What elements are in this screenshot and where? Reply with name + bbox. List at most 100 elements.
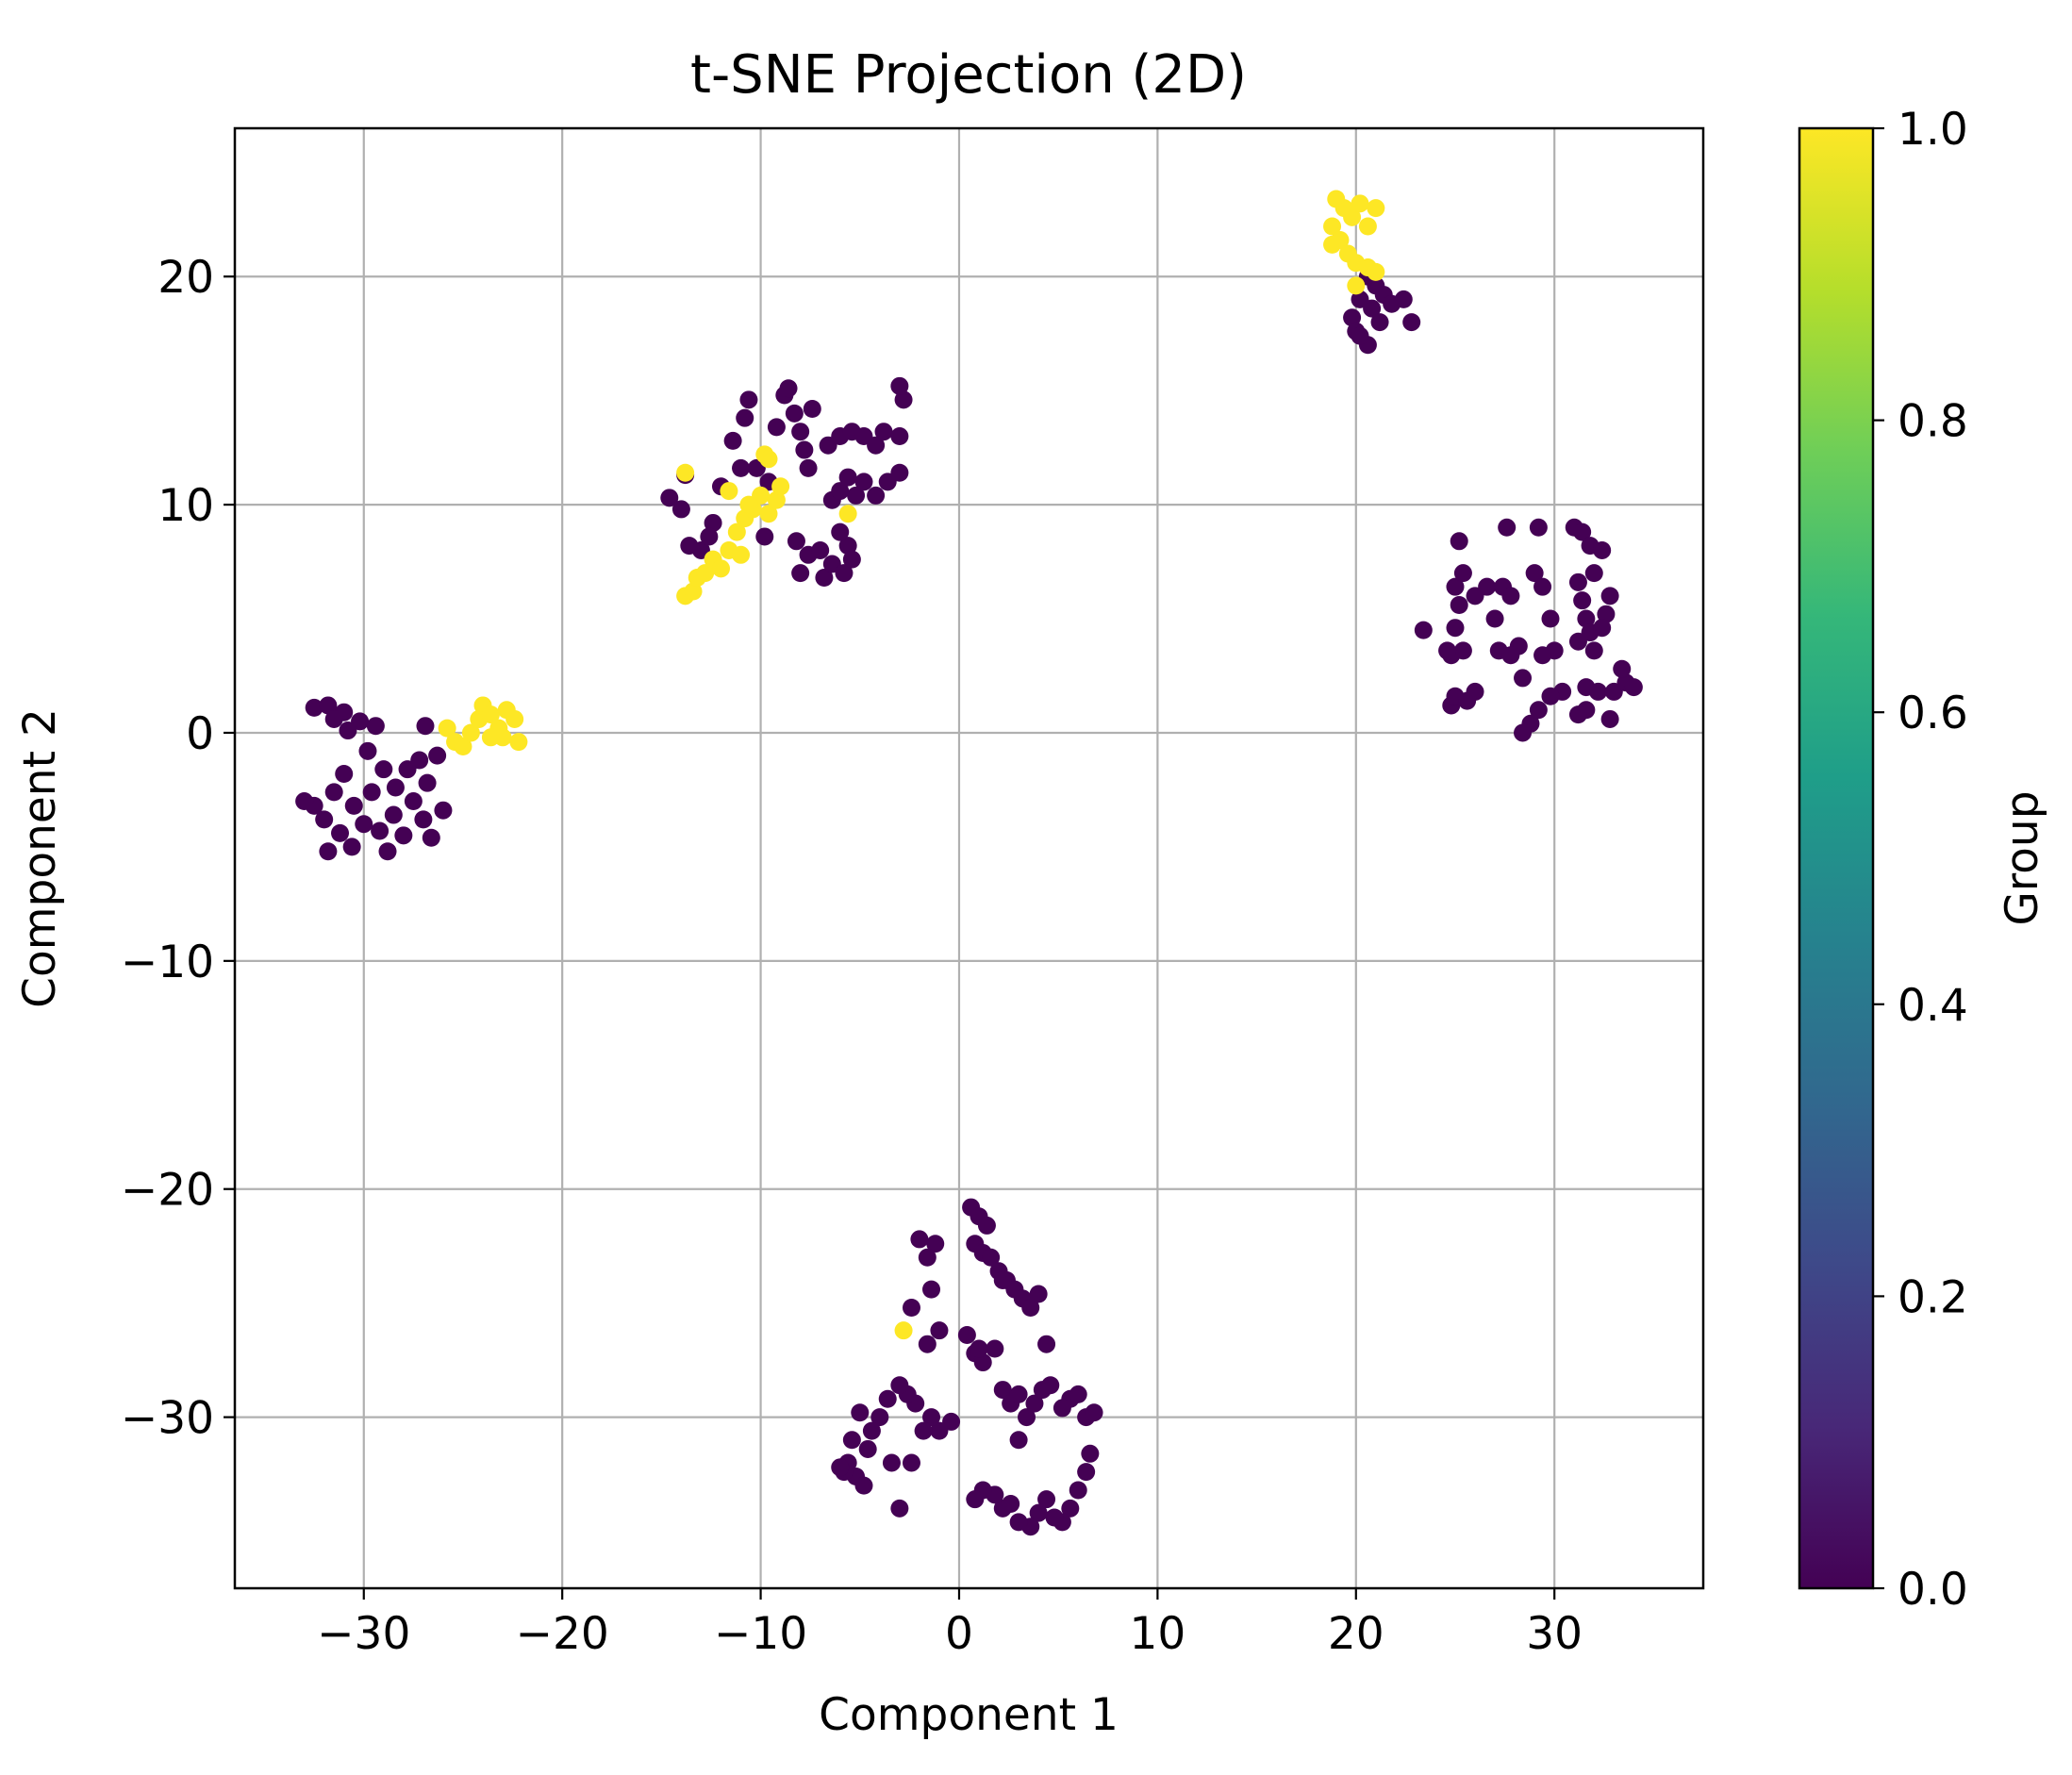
scatter-point xyxy=(835,564,854,583)
scatter-point xyxy=(791,423,810,441)
scatter-point xyxy=(755,527,774,546)
grid-lines xyxy=(235,128,1703,1588)
scatter-point xyxy=(1568,705,1587,724)
scatter-point xyxy=(970,1339,988,1358)
scatter-point xyxy=(1613,659,1632,678)
scatter-point xyxy=(1029,1285,1048,1303)
plot-frame xyxy=(233,126,1705,1590)
scatter-point xyxy=(324,783,343,802)
scatter-point xyxy=(874,423,893,441)
scatter-point xyxy=(993,1499,1012,1518)
x-tick-label: 30 xyxy=(1526,1608,1583,1660)
scatter-point xyxy=(890,427,909,446)
scatter-point xyxy=(1414,621,1433,639)
scatter-points xyxy=(295,190,1643,1536)
scatter-point xyxy=(1453,564,1472,583)
scatter-point xyxy=(1394,290,1413,308)
scatter-point xyxy=(438,719,456,738)
scatter-point xyxy=(736,408,754,427)
scatter-point xyxy=(481,705,500,724)
scatter-point xyxy=(732,458,751,477)
scatter-point xyxy=(1351,290,1369,308)
scatter-point xyxy=(870,1408,889,1427)
scatter-point xyxy=(1533,646,1552,665)
scatter-point xyxy=(378,842,397,861)
x-tick-label: 20 xyxy=(1328,1608,1384,1660)
scatter-point xyxy=(982,1248,1001,1267)
colorbar-tick-label: 0.6 xyxy=(1898,688,1968,739)
scatter-point xyxy=(831,482,850,501)
scatter-point xyxy=(727,523,746,541)
scatter-point xyxy=(319,696,338,715)
scatter-point xyxy=(362,783,381,802)
scatter-point xyxy=(339,722,357,740)
scatter-point xyxy=(890,376,909,395)
scatter-point xyxy=(977,1216,996,1235)
scatter-point xyxy=(1514,669,1533,688)
colorbar-tick-label: 0.2 xyxy=(1898,1271,1968,1323)
scatter-point xyxy=(1501,646,1520,665)
scatter-point xyxy=(854,473,873,491)
scatter-point xyxy=(894,1321,913,1340)
scatter-point xyxy=(1343,308,1362,327)
scatter-point xyxy=(799,458,818,477)
scatter-point xyxy=(1018,1408,1036,1427)
scatter-point xyxy=(1323,235,1342,254)
scatter-point xyxy=(1597,605,1616,623)
scatter-point xyxy=(922,1280,941,1299)
scatter-point xyxy=(358,741,377,760)
x-tick-label: −10 xyxy=(714,1608,807,1660)
y-tick-label: 0 xyxy=(186,708,214,760)
scatter-point xyxy=(791,564,810,583)
scatter-point xyxy=(1529,518,1548,537)
scatter-point xyxy=(1466,682,1484,701)
scatter-point xyxy=(660,489,679,507)
scatter-point xyxy=(461,723,480,742)
scatter-point xyxy=(696,564,715,583)
scatter-point xyxy=(684,582,703,601)
scatter-point xyxy=(1085,1403,1103,1422)
scatter-point xyxy=(1367,262,1385,281)
scatter-point xyxy=(831,1458,850,1477)
scatter-point xyxy=(842,550,861,569)
scatter-point xyxy=(1343,207,1362,226)
scatter-point xyxy=(1347,276,1366,295)
x-tick-label: −20 xyxy=(516,1608,609,1660)
scatter-point xyxy=(428,746,447,765)
scatter-point xyxy=(1568,572,1587,591)
scatter-point xyxy=(723,431,742,450)
y-tick-label: −10 xyxy=(121,937,214,988)
scatter-point xyxy=(305,698,323,717)
scatter-point xyxy=(1584,641,1603,660)
scatter-point xyxy=(295,792,314,811)
scatter-point xyxy=(1009,1385,1028,1403)
scatter-point xyxy=(335,765,354,784)
scatter-point xyxy=(1593,619,1612,638)
scatter-point xyxy=(1533,577,1552,596)
scatter-point xyxy=(676,463,695,482)
colorbar-label: Group xyxy=(1997,790,2048,925)
scatter-point xyxy=(1351,194,1369,213)
scatter-point xyxy=(993,1381,1012,1400)
scatter-point xyxy=(838,537,857,556)
scatter-point xyxy=(882,1453,901,1472)
scatter-point xyxy=(1501,587,1520,605)
scatter-point xyxy=(1323,217,1342,236)
scatter-point xyxy=(422,828,440,847)
scatter-point xyxy=(506,709,524,728)
scatter-point xyxy=(862,1421,881,1440)
scatter-point xyxy=(779,379,798,398)
scatter-point xyxy=(851,1403,870,1422)
scatter-point xyxy=(1453,641,1472,660)
scatter-point xyxy=(1573,591,1592,610)
scatter-point xyxy=(374,760,393,779)
scatter-point xyxy=(1069,1385,1087,1403)
scatter-point xyxy=(344,796,363,815)
scatter-point xyxy=(371,821,390,840)
scatter-point xyxy=(973,1353,992,1372)
scatter-point xyxy=(386,778,405,797)
chart-title: t-SNE Projection (2D) xyxy=(690,44,1247,106)
scatter-point xyxy=(711,559,730,578)
x-axis-label: Component 1 xyxy=(819,1689,1119,1741)
